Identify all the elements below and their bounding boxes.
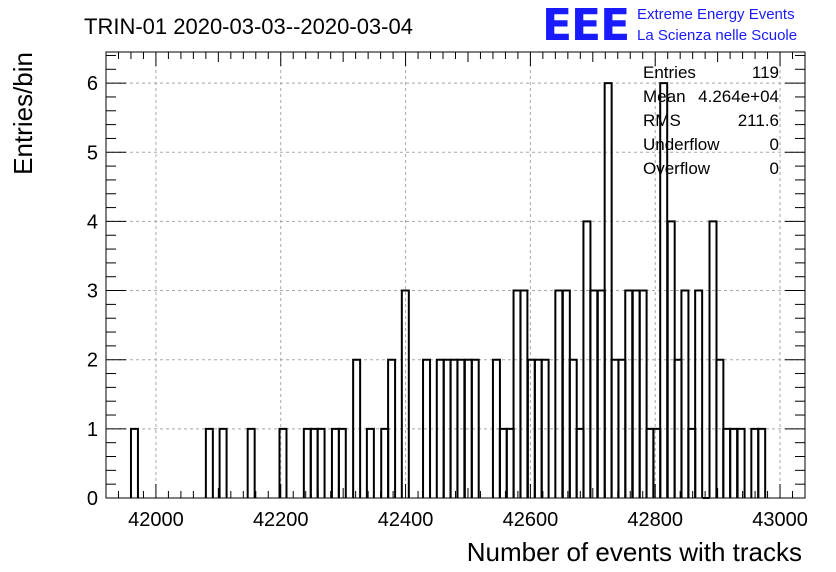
- y-tick-label: 6: [87, 73, 98, 95]
- x-tick-label: 42000: [128, 509, 184, 531]
- tick-layer: [106, 52, 806, 499]
- x-tick-label: 42400: [378, 509, 434, 531]
- histogram-bin: [278, 427, 288, 498]
- histogram-bin: [337, 427, 347, 498]
- stats-label: Mean: [643, 87, 686, 106]
- histogram-bin: [540, 358, 550, 498]
- x-tick-label: 42200: [253, 509, 309, 531]
- x-tick-label: 42600: [503, 509, 559, 531]
- stats-label: Overflow: [643, 159, 711, 178]
- histogram-bin: [694, 289, 704, 498]
- histogram-bin: [422, 358, 432, 498]
- chart-title: TRIN-01 2020-03-03--2020-03-04: [84, 14, 413, 39]
- histogram-bin: [470, 358, 480, 498]
- y-tick-label: 0: [87, 488, 98, 510]
- y-tick-label: 3: [87, 281, 98, 303]
- histogram-bin: [352, 358, 362, 498]
- x-tick-label: 43000: [752, 509, 808, 531]
- eee-logo: EEE Extreme Energy Events La Scienza nel…: [542, 0, 797, 51]
- histogram-bin: [554, 289, 564, 498]
- eee-logo-line2: La Scienza nelle Scuole: [637, 27, 797, 44]
- y-tick-label: 2: [87, 350, 98, 372]
- histogram-bin: [387, 358, 397, 498]
- stats-value: 0: [770, 159, 779, 178]
- x-axis-title: Number of events with tracks: [467, 537, 802, 567]
- x-tick-label: 42800: [627, 509, 683, 531]
- histogram-bin: [204, 427, 214, 498]
- histogram-bin: [246, 427, 256, 498]
- stats-value: 119: [752, 63, 779, 82]
- stats-value: 4.264e+04: [698, 87, 779, 106]
- histogram-bin: [736, 427, 746, 498]
- y-tick-label: 4: [87, 211, 98, 233]
- plot-frame: [105, 51, 806, 499]
- y-tick-label: 1: [87, 419, 98, 441]
- eee-logo-mark: EEE: [542, 0, 629, 51]
- stats-value: 211.6: [738, 111, 779, 130]
- y-axis-title: Entries/bin: [8, 52, 38, 175]
- stats-label: RMS: [643, 111, 681, 130]
- histogram-bin: [365, 427, 375, 498]
- histogram-bin: [400, 289, 410, 498]
- stats-value: 0: [770, 135, 779, 154]
- eee-logo-line1: Extreme Energy Events: [637, 6, 795, 23]
- grid-layer: [106, 52, 805, 498]
- y-tick-label: 5: [87, 142, 98, 164]
- histogram-bin: [680, 289, 690, 498]
- histogram-bin: [129, 427, 139, 498]
- stats-label: Entries: [643, 63, 696, 82]
- histogram-bin: [218, 427, 228, 498]
- stats-box: Entries 119 Mean 4.264e+04 RMS 211.6 Underflow…: [643, 63, 779, 178]
- histogram-bars: [129, 82, 767, 499]
- histogram-bin: [316, 427, 326, 498]
- histogram-bin: [757, 427, 767, 498]
- tick-labels: 42000 42200 42400 42600 42800 43000 0 1 2 3 4 5 6: [87, 73, 808, 531]
- stats-label: Underflow: [643, 135, 720, 154]
- histogram-bin: [603, 82, 613, 498]
- histogram-bin: [638, 289, 648, 498]
